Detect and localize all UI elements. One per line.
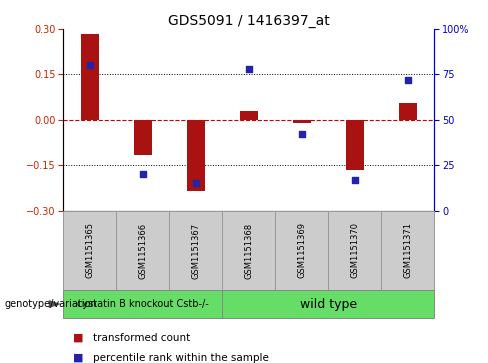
Text: transformed count: transformed count xyxy=(93,333,190,343)
Text: wild type: wild type xyxy=(300,298,357,310)
Text: ■: ■ xyxy=(73,352,84,363)
Point xyxy=(245,66,253,72)
Text: cystatin B knockout Cstb-/-: cystatin B knockout Cstb-/- xyxy=(77,299,209,309)
Bar xyxy=(293,120,311,123)
Point xyxy=(298,131,306,137)
Text: GSM1151367: GSM1151367 xyxy=(191,223,201,278)
Text: GSM1151371: GSM1151371 xyxy=(403,223,412,278)
Text: ■: ■ xyxy=(73,333,84,343)
Bar xyxy=(399,103,417,120)
Text: GSM1151366: GSM1151366 xyxy=(139,223,147,278)
Bar xyxy=(346,120,364,170)
Point xyxy=(404,77,412,83)
Bar xyxy=(186,120,205,191)
Title: GDS5091 / 1416397_at: GDS5091 / 1416397_at xyxy=(168,14,330,28)
Text: percentile rank within the sample: percentile rank within the sample xyxy=(93,352,268,363)
Point xyxy=(351,177,359,183)
Bar xyxy=(81,34,99,120)
Text: genotype/variation: genotype/variation xyxy=(5,299,98,309)
Point xyxy=(86,62,94,68)
Text: GSM1151368: GSM1151368 xyxy=(244,223,253,278)
Bar xyxy=(134,120,152,155)
Point xyxy=(139,171,147,177)
Bar xyxy=(240,111,258,120)
Text: GSM1151370: GSM1151370 xyxy=(350,223,359,278)
Text: GSM1151369: GSM1151369 xyxy=(297,223,306,278)
Point xyxy=(192,180,200,186)
Text: GSM1151365: GSM1151365 xyxy=(85,223,95,278)
